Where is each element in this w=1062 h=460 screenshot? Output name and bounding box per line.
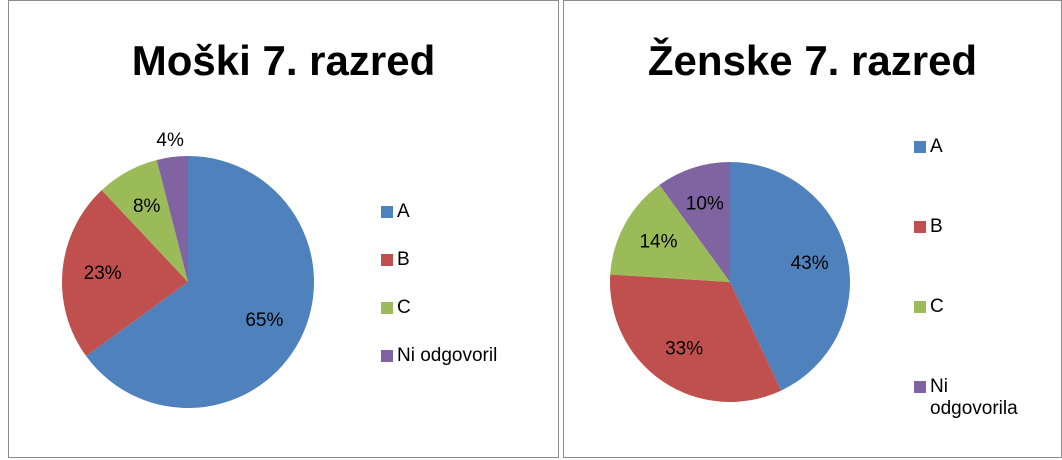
chart-title: Moški 7. razred (131, 37, 436, 84)
chart-panel: Ženske 7. razred 43% 33% 14% 10% A B C Ni odgovo… (563, 0, 1062, 458)
legend-swatch (381, 206, 393, 218)
legend-item: A (914, 136, 1029, 158)
legend-label: C (397, 297, 411, 318)
data-label: 4% (156, 130, 184, 151)
pie-slice (610, 274, 782, 403)
legend-swatch (914, 381, 926, 393)
data-label: 10% (686, 193, 724, 214)
data-label: 33% (665, 339, 703, 360)
pie-slice (730, 162, 851, 391)
legend-label: B (397, 249, 410, 270)
legend-swatch (381, 302, 393, 314)
legend-swatch (381, 350, 393, 362)
chart-title: Ženske 7. razred (647, 37, 978, 84)
legend-item: B (914, 216, 1029, 238)
legend-item: A (381, 201, 551, 223)
data-label: 23% (84, 263, 122, 284)
legend-item: C (914, 296, 1029, 318)
legend-item: B (381, 249, 551, 271)
pie-slice (659, 162, 730, 282)
pie-slice (156, 156, 188, 282)
legend-label: C (930, 296, 944, 317)
legend-label: A (397, 201, 410, 222)
legend-item: Ni odgovoril (381, 345, 551, 367)
data-label: 65% (245, 310, 283, 331)
pie-chart: 65% 23% 8% 4% (62, 130, 314, 409)
legend-label: Ni odgovoril (397, 345, 498, 366)
legend-label: A (930, 136, 943, 157)
legend-item: C (381, 297, 551, 319)
data-label: 14% (639, 232, 677, 253)
legend-swatch (381, 254, 393, 266)
pie-slice (86, 156, 314, 409)
pie-chart: 43% 33% 14% 10% (610, 162, 851, 403)
pie-slice (101, 159, 188, 282)
legend-swatch (914, 301, 926, 313)
legend-label: B (930, 216, 943, 237)
pie-slice (62, 190, 189, 357)
legend-swatch (914, 221, 926, 233)
data-label: 8% (133, 196, 161, 217)
legend-swatch (914, 141, 926, 153)
chart-panel: Moški 7. razred 65% 23% 8% 4% A B C Ni odgovoril (8, 0, 559, 458)
legend-item: Ni odgovorila (914, 376, 1029, 420)
data-label: 43% (791, 253, 829, 274)
legend-label: Ni odgovorila (930, 376, 1018, 419)
pie-slice (610, 184, 730, 282)
